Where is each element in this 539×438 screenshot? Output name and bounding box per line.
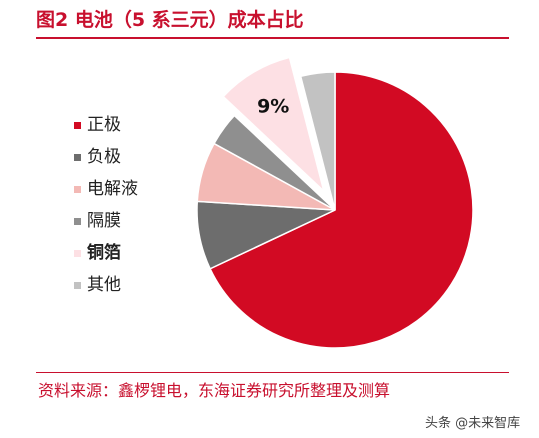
- legend-label: 铜箔: [87, 243, 121, 263]
- pie-slice: [213, 114, 336, 211]
- title-divider: [36, 37, 509, 39]
- legend-swatch: [74, 217, 81, 225]
- legend-swatch: [74, 153, 81, 161]
- legend-item: 负极: [74, 145, 121, 169]
- legend-swatch: [74, 249, 81, 257]
- legend-swatch: [74, 185, 81, 193]
- legend-swatch: [74, 121, 81, 129]
- pie-slice: [209, 71, 474, 349]
- pie-slice: [299, 71, 336, 211]
- legend-item: 电解液: [74, 177, 138, 201]
- pie-chart: 9%: [196, 56, 474, 349]
- chart-title: 图2 电池（5 系三元）成本占比: [36, 9, 304, 31]
- legend-item: 隔膜: [74, 209, 121, 233]
- legend-item: 其他: [74, 273, 121, 297]
- slice-data-label: 9%: [257, 96, 289, 118]
- source-divider: [36, 372, 509, 373]
- legend-label: 其他: [87, 275, 121, 295]
- legend-label: 隔膜: [87, 211, 121, 231]
- watermark: 头条 @未来智库: [425, 416, 521, 431]
- legend-label: 正极: [87, 115, 121, 135]
- legend-item: 铜箔: [74, 241, 121, 265]
- legend-label: 负极: [87, 147, 121, 167]
- source-note: 资料来源：鑫椤锂电，东海证券研究所整理及测算: [38, 381, 391, 400]
- legend-label: 电解液: [87, 179, 138, 199]
- pie-slice: [222, 56, 326, 194]
- title-bar: 图2 电池（5 系三元）成本占比: [36, 7, 506, 35]
- legend-item: 正极: [74, 113, 121, 137]
- legend-swatch: [74, 281, 81, 289]
